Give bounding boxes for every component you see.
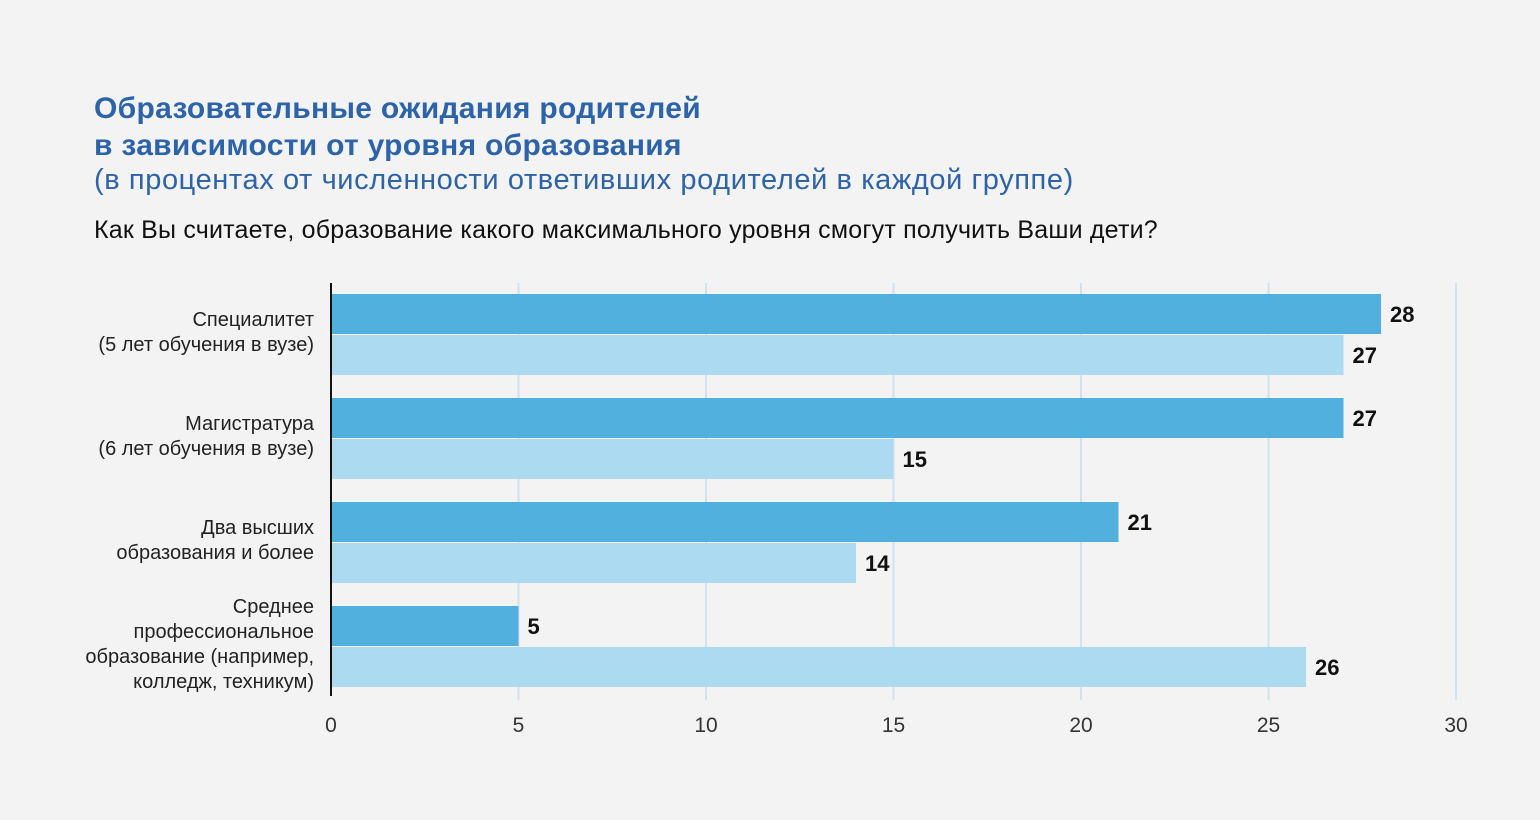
category-label-line: профессиональное	[133, 621, 315, 643]
x-tick-label: 0	[325, 714, 337, 737]
data-label: 15	[903, 447, 927, 472]
category-label: Среднее профессиональное образование (напр…	[85, 595, 314, 695]
category-label-line: (6 лет обучения в вузе)	[98, 438, 314, 460]
bar	[331, 398, 1344, 438]
category-label-line: Два высших	[201, 517, 314, 539]
category-label: Специалитет (5 лет обучения в вузе)	[98, 308, 314, 358]
survey-question: Как Вы считаете, образование какого макс…	[94, 216, 1158, 244]
bar	[331, 502, 1119, 542]
category-label-line: (5 лет обучения в вузе)	[98, 334, 314, 356]
x-tick-label: 30	[1444, 714, 1467, 737]
category-label: Два высших образования и более	[116, 516, 314, 566]
bar	[331, 543, 856, 583]
category-label-line: Специалитет	[192, 309, 314, 331]
title-line-2: в зависимости от уровня образования	[94, 129, 682, 162]
bar	[331, 294, 1381, 334]
x-tick-label: 5	[513, 714, 525, 737]
data-label: 28	[1390, 302, 1414, 327]
x-tick-label: 15	[882, 714, 905, 737]
category-label: Магистратура (6 лет обучения в вузе)	[98, 412, 314, 462]
data-label: 26	[1315, 655, 1339, 680]
chart-title: Образовательные ожидания родителей в зав…	[94, 90, 701, 164]
data-label: 27	[1353, 343, 1377, 368]
data-label: 14	[865, 551, 890, 576]
category-label-line: колледж, техникум)	[133, 671, 314, 693]
x-tick-label: 25	[1257, 714, 1280, 737]
chart-subtitle: (в процентах от численности ответивших р…	[94, 164, 1074, 196]
bar	[331, 335, 1344, 375]
category-label-line: Среднее	[232, 596, 314, 618]
category-label-line: Магистратура	[185, 413, 314, 435]
data-label: 21	[1128, 510, 1152, 535]
title-line-1: Образовательные ожидания родителей	[94, 92, 701, 125]
x-tick-label: 20	[1069, 714, 1092, 737]
bar	[331, 647, 1306, 687]
x-tick-label: 10	[694, 714, 717, 737]
bar	[331, 606, 519, 646]
category-label-line: образования и более	[116, 542, 314, 564]
category-label-line: образование (например,	[85, 646, 314, 668]
data-label: 5	[528, 614, 540, 639]
bar	[331, 439, 894, 479]
data-label: 27	[1353, 406, 1377, 431]
